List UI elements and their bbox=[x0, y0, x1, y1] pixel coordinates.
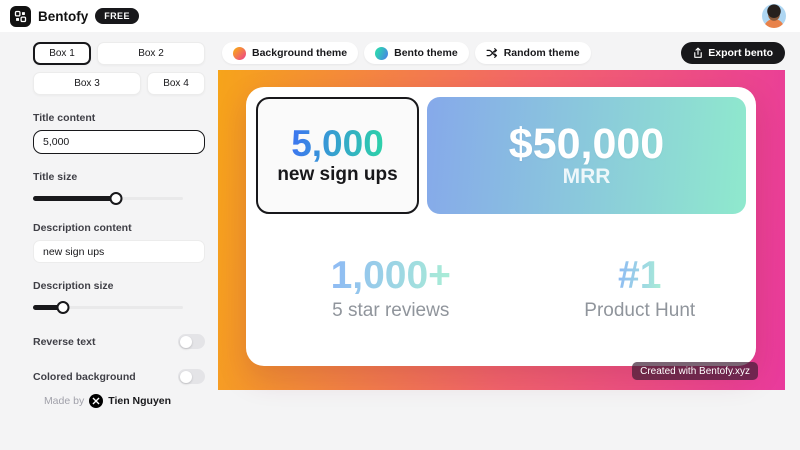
colored-background-row: Colored background bbox=[33, 369, 205, 384]
top-bar: Bentofy FREE bbox=[0, 0, 800, 32]
bento-canvas: 5,000 new sign ups $50,000 MRR 1,000+ 5 … bbox=[218, 70, 785, 390]
toggle-knob bbox=[179, 370, 192, 383]
bento-cell-1[interactable]: 5,000 new sign ups bbox=[256, 97, 419, 214]
random-theme-button[interactable]: Random theme bbox=[474, 42, 591, 64]
bento-row-bottom: 1,000+ 5 star reviews #1 Product Hunt bbox=[256, 222, 746, 356]
description-content-label: Description content bbox=[33, 222, 132, 234]
cell-3-description: 5 star reviews bbox=[332, 299, 450, 321]
title-size-label: Title size bbox=[33, 171, 78, 183]
description-size-slider[interactable] bbox=[33, 300, 183, 314]
author-link[interactable]: Tien Nguyen bbox=[108, 395, 172, 407]
bento-theme-dot-icon bbox=[375, 46, 389, 60]
title-content-input[interactable] bbox=[33, 130, 205, 154]
background-theme-button[interactable]: Background theme bbox=[222, 42, 359, 64]
bento-theme-label: Bento theme bbox=[394, 47, 458, 59]
made-by-credit: Made by Tien Nguyen bbox=[0, 394, 215, 408]
cell-4-title: #1 bbox=[618, 254, 662, 298]
bento-cell-3[interactable]: 1,000+ 5 star reviews bbox=[256, 222, 526, 356]
box-4-button[interactable]: Box 4 bbox=[147, 72, 205, 95]
shuffle-icon bbox=[486, 47, 498, 59]
bento-cell-2[interactable]: $50,000 MRR bbox=[427, 97, 746, 214]
box-selector: Box 1 Box 2 Box 3 Box 4 bbox=[33, 42, 205, 95]
toggle-knob bbox=[179, 335, 192, 348]
cell-1-title: 5,000 bbox=[291, 122, 384, 164]
bento-cell-4[interactable]: #1 Product Hunt bbox=[534, 222, 747, 356]
app-title: Bentofy bbox=[38, 8, 89, 24]
slider-fill bbox=[33, 196, 116, 201]
cell-4-description: Product Hunt bbox=[584, 299, 696, 321]
slider-thumb[interactable] bbox=[109, 191, 122, 205]
slider-thumb[interactable] bbox=[56, 300, 70, 314]
theme-toolbar: Background theme Bento theme Random them… bbox=[215, 32, 800, 64]
reverse-text-label: Reverse text bbox=[33, 335, 96, 348]
bento-grid-icon bbox=[10, 5, 31, 27]
cell-2-description: MRR bbox=[562, 165, 611, 189]
watermark-badge: Created with Bentofy.xyz bbox=[632, 362, 758, 380]
cell-1-description: new sign ups bbox=[277, 164, 398, 186]
share-up-icon bbox=[693, 47, 703, 59]
background-theme-label: Background theme bbox=[252, 47, 348, 59]
slider-track[interactable] bbox=[33, 305, 183, 309]
plan-badge: FREE bbox=[95, 8, 139, 24]
cell-3-title: 1,000+ bbox=[330, 254, 451, 298]
reverse-text-row: Reverse text bbox=[33, 334, 205, 349]
slider-fill bbox=[33, 305, 63, 310]
made-by-label: Made by bbox=[43, 395, 85, 407]
box-3-button[interactable]: Box 3 bbox=[33, 72, 141, 95]
box-2-button[interactable]: Box 2 bbox=[97, 42, 205, 65]
export-bento-label: Export bento bbox=[708, 47, 773, 59]
title-size-slider[interactable] bbox=[33, 191, 183, 205]
bento-row-top: 5,000 new sign ups $50,000 MRR bbox=[256, 97, 746, 214]
user-avatar[interactable] bbox=[762, 4, 786, 28]
random-theme-label: Random theme bbox=[503, 47, 580, 59]
colored-background-label: Colored background bbox=[33, 370, 136, 383]
editor-sidebar: Box 1 Box 2 Box 3 Box 4 Title content Ti… bbox=[0, 32, 215, 450]
x-logo-icon[interactable] bbox=[89, 394, 104, 408]
bento-theme-button[interactable]: Bento theme bbox=[364, 42, 469, 64]
box-1-button[interactable]: Box 1 bbox=[33, 42, 91, 65]
description-size-label: Description size bbox=[33, 280, 114, 292]
background-theme-dot-icon bbox=[233, 46, 246, 60]
main-area: Background theme Bento theme Random them… bbox=[215, 32, 800, 450]
bento-card: 5,000 new sign ups $50,000 MRR 1,000+ 5 … bbox=[246, 87, 756, 366]
export-bento-button[interactable]: Export bento bbox=[681, 42, 785, 64]
reverse-text-toggle[interactable] bbox=[178, 334, 205, 349]
colored-background-toggle[interactable] bbox=[178, 369, 205, 384]
title-content-label: Title content bbox=[33, 112, 96, 124]
description-content-input[interactable] bbox=[33, 240, 205, 263]
cell-2-title: $50,000 bbox=[508, 119, 665, 168]
